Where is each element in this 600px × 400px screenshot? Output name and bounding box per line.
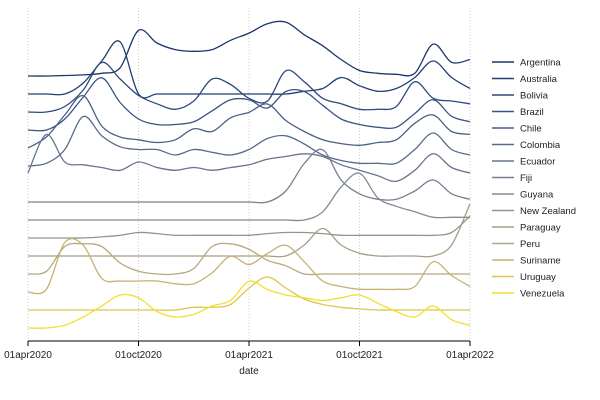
- legend-label: Argentina: [520, 58, 561, 69]
- legend-label: Australia: [520, 74, 558, 85]
- legend-label: Fiji: [520, 173, 532, 184]
- legend-label: Peru: [520, 239, 540, 250]
- legend: Argentina Australia Bolivia Brazil Chile Colo…: [492, 58, 576, 300]
- series-line-ecuador: [27, 133, 471, 183]
- series-line-uruguay: [28, 276, 470, 311]
- legend-label: Uruguay: [520, 272, 556, 283]
- series-line-venezuela: [27, 280, 471, 329]
- series-line-australia: [28, 40, 471, 99]
- x-grid: [27, 8, 471, 341]
- legend-label: Ecuador: [520, 157, 555, 168]
- series-line-bolivia: [27, 61, 471, 114]
- x-axis: 01apr2020 01oct2020 01apr2021 01oct2021 01ap…: [4, 340, 494, 361]
- series-lines: [27, 20, 471, 329]
- legend-label: Colombia: [520, 140, 561, 151]
- series-line-paraguay: [27, 203, 471, 258]
- legend-label: Guyana: [520, 190, 554, 201]
- legend-label: Bolivia: [520, 91, 549, 102]
- series-line-guyana: [28, 172, 470, 222]
- series-line-new-zealand: [27, 215, 471, 239]
- legend-label: Chile: [520, 124, 542, 135]
- legend-label: Paraguay: [520, 223, 561, 234]
- series-line-brazil: [27, 77, 471, 132]
- series-line-chile: [27, 95, 471, 149]
- x-ticks: 01apr2020 01oct2020 01apr2021 01oct2021 01ap…: [4, 341, 494, 361]
- series-line-argentina: [27, 20, 471, 77]
- series-line-fiji: [27, 148, 471, 204]
- x-tick-label: 01apr2022: [446, 350, 494, 361]
- legend-label: Suriname: [520, 256, 561, 267]
- x-axis-title: date: [239, 366, 259, 377]
- series-line-peru: [27, 242, 470, 276]
- x-tick-label: 01apr2021: [225, 350, 273, 361]
- legend-label: Venezuela: [520, 289, 565, 300]
- x-tick-label: 01apr2020: [4, 350, 52, 361]
- legend-label: Brazil: [520, 107, 544, 118]
- x-tick-label: 01oct2020: [115, 350, 162, 361]
- series-line-colombia: [27, 115, 471, 167]
- x-tick-label: 01oct2021: [336, 350, 383, 361]
- legend-label: New Zealand: [520, 206, 576, 217]
- series-line-suriname: [27, 237, 471, 295]
